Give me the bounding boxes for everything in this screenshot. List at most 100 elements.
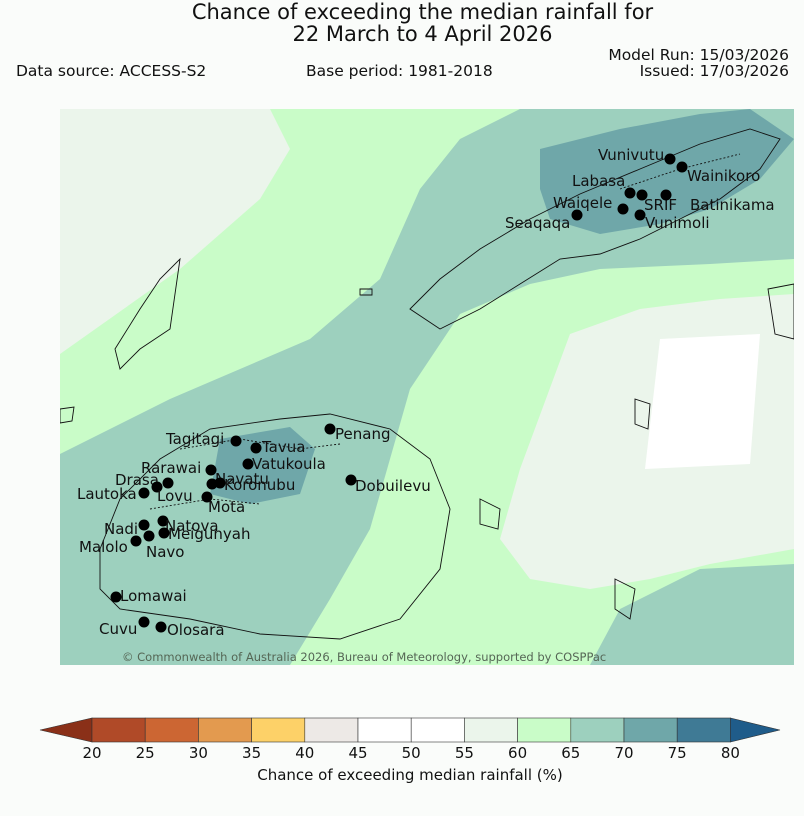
station-marker <box>214 477 226 489</box>
station-label: Vunimoli <box>645 214 710 232</box>
colorbar-ticks: 20 25 30 35 40 45 50 55 60 65 70 75 80 <box>82 744 739 762</box>
colorbar-box <box>676 717 731 743</box>
model-run: Model Run: 15/03/2026 <box>608 46 789 64</box>
colorbar-tick-label: 30 <box>189 744 208 762</box>
colorbar-box <box>623 717 678 743</box>
issued-date: Issued: 17/03/2026 <box>639 62 789 80</box>
contour-55-60-northwest <box>60 109 290 354</box>
colorbar: 20 25 30 35 40 45 50 55 60 65 70 75 80 Chance of exc… <box>39 717 781 784</box>
station-label: Rarawai <box>141 459 201 477</box>
colorbar-tick-label: 60 <box>508 744 527 762</box>
station-marker <box>324 423 336 435</box>
station-marker <box>205 464 217 476</box>
station-label: Natova <box>165 517 219 535</box>
station-label: Dobuilevu <box>355 477 431 495</box>
colorbar-box <box>198 717 252 743</box>
colorbar-box <box>464 717 518 743</box>
station-label: Labasa <box>572 172 625 190</box>
colorbar-box <box>357 717 412 743</box>
station-label: Malolo <box>79 538 128 556</box>
colorbar-tick-label: 75 <box>668 744 687 762</box>
coastlines <box>60 128 794 640</box>
colorbar-boxes <box>39 717 781 743</box>
station-label: Olosara <box>167 621 225 639</box>
station-marker <box>143 530 155 542</box>
colorbar-tick-label: 20 <box>82 744 101 762</box>
station-marker <box>345 474 357 486</box>
colorbar-under-arrow <box>39 717 93 743</box>
colorbar-tick-label: 65 <box>561 744 580 762</box>
station-marker <box>634 209 646 221</box>
title-line-2: 22 March to 4 April 2026 <box>292 22 553 46</box>
station-marker <box>138 616 150 628</box>
data-source: Data source: ACCESS-S2 <box>16 62 207 80</box>
station-marker <box>158 527 170 539</box>
contour-70-75-north <box>540 109 794 234</box>
contour-65-70-southeast <box>590 564 794 665</box>
station-label: Drasa <box>115 471 159 489</box>
station-marker <box>162 477 174 489</box>
station-marker <box>617 203 629 215</box>
station-label: Penang <box>335 425 390 443</box>
colorbar-box <box>570 717 625 743</box>
station-label: Vunivutu <box>598 146 664 164</box>
colorbar-box <box>144 717 199 743</box>
title-line-1: Chance of exceeding the median rainfall … <box>191 0 654 24</box>
station-label: Lautoka <box>77 485 137 503</box>
station-label: Navo <box>146 543 184 561</box>
station-label: Lomawai <box>120 587 187 605</box>
station-marker <box>110 591 122 603</box>
station-marker <box>571 209 583 221</box>
colorbar-tick-label: 40 <box>295 744 314 762</box>
contour-65-70-band <box>60 109 794 665</box>
station-label: Waiqele <box>553 194 612 212</box>
colorbar-over-arrow <box>730 717 781 743</box>
station-markers: Vunivutu Wainikoro Labasa Waiqele SRIF Batini… <box>77 146 775 639</box>
colorbar-box <box>91 717 146 743</box>
station-marker <box>157 515 169 527</box>
station-marker <box>242 458 254 470</box>
station-label: Tagitagi <box>165 430 224 448</box>
colorbar-box <box>251 717 306 743</box>
station-label: Cuvu <box>99 620 137 638</box>
colorbar-tick-label: 70 <box>614 744 633 762</box>
station-marker <box>138 487 150 499</box>
colorbar-box <box>410 717 465 743</box>
station-label: Nadi <box>104 520 138 538</box>
station-label: SRIF <box>644 196 677 214</box>
station-label: Vatukoula <box>252 455 326 473</box>
colorbar-title: Chance of exceeding median rainfall (%) <box>257 766 562 784</box>
station-marker <box>130 535 142 547</box>
colorbar-tick-label: 25 <box>136 744 155 762</box>
rainfall-map: Vunivutu Wainikoro Labasa Waiqele SRIF Batini… <box>60 109 794 665</box>
station-label: Seaqaqa <box>505 214 570 232</box>
base-period: Base period: 1981-2018 <box>306 62 493 80</box>
station-marker <box>138 519 150 531</box>
station-marker <box>250 442 262 454</box>
station-label: Navatu <box>215 470 269 488</box>
station-marker <box>206 478 218 490</box>
station-label: Batinikama <box>690 196 775 214</box>
colorbar-box <box>304 717 359 743</box>
station-label: Meigunyah <box>168 525 250 543</box>
station-marker <box>624 187 636 199</box>
colorbar-tick-label: 35 <box>242 744 261 762</box>
station-label: Koronubu <box>224 476 295 494</box>
station-marker <box>664 153 676 165</box>
station-marker <box>660 189 672 201</box>
station-marker <box>201 491 213 503</box>
station-marker <box>636 189 648 201</box>
station-label: Lovu <box>157 487 193 505</box>
station-marker <box>151 481 163 493</box>
colorbar-tick-label: 80 <box>721 744 740 762</box>
station-marker <box>155 621 167 633</box>
station-label: Tavua <box>261 438 305 456</box>
station-marker <box>230 435 242 447</box>
station-label: Mota <box>208 498 245 516</box>
colorbar-box <box>517 717 572 743</box>
station-label: Wainikoro <box>687 167 760 185</box>
contour-50-55-east <box>645 334 760 469</box>
colorbar-tick-label: 50 <box>402 744 421 762</box>
colorbar-tick-label: 55 <box>455 744 474 762</box>
station-marker <box>676 161 688 173</box>
